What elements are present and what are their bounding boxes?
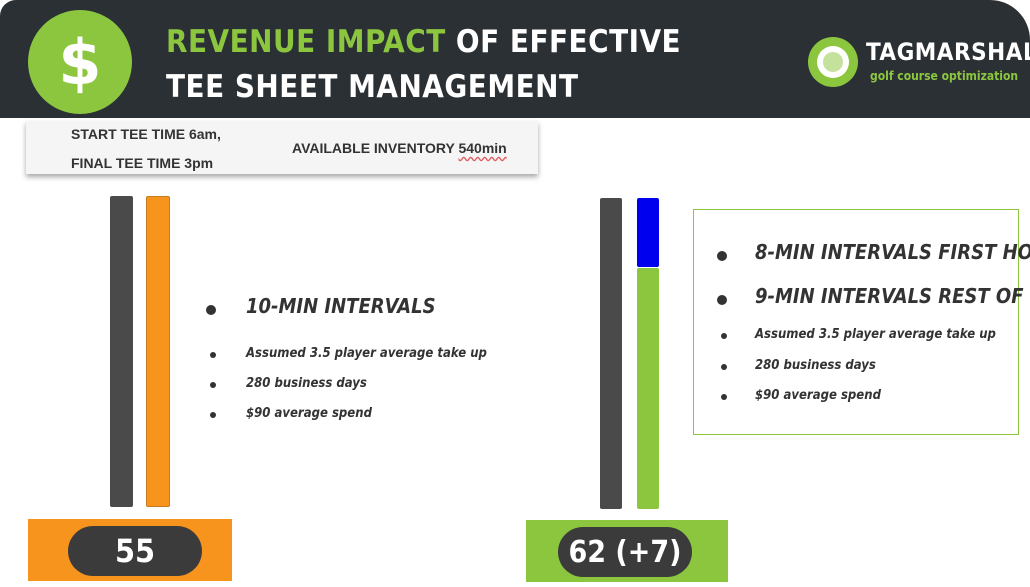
tee-time-info-box: START TEE TIME 6am, FINAL TEE TIME 3pm A…: [26, 121, 538, 174]
title-line-1: REVENUE IMPACT OF EFFECTIVE: [166, 20, 681, 65]
right-result-pill: 62 (+7): [558, 527, 692, 577]
dollar-glyph: $: [58, 25, 102, 99]
start-tee-time: START TEE TIME 6am,: [71, 126, 221, 142]
sub-bullet: Assumed 3.5 player average take up: [721, 327, 996, 342]
main-bullet: 9-MIN INTERVALS REST OF DAY: [717, 284, 1030, 308]
tagmarshal-logo-icon: [808, 37, 858, 87]
booked-bar-left: [146, 196, 170, 507]
title-line-2: TEE SHEET MANAGEMENT: [166, 69, 579, 105]
left-result-box: 55: [28, 519, 232, 581]
main-bullet: 8-MIN INTERVALS FIRST HOUR: [717, 240, 1030, 264]
sub-bullet: Assumed 3.5 player average take up: [210, 346, 487, 361]
booked-bar-right: [637, 268, 659, 509]
sub-bullet: $90 average spend: [721, 388, 881, 403]
sub-bullet: 280 business days: [721, 358, 876, 373]
title-accent: REVENUE IMPACT: [166, 24, 446, 60]
right-scenario-box: [693, 209, 1019, 435]
sub-bullet: $90 average spend: [210, 406, 372, 421]
final-tee-time: FINAL TEE TIME 3pm: [71, 155, 214, 171]
available-inventory: AVAILABLE INVENTORY 540min: [292, 140, 507, 156]
right-result-box: 62 (+7): [526, 520, 728, 582]
capacity-bar-left: [110, 196, 133, 507]
title-rest: OF EFFECTIVE: [445, 24, 682, 60]
inventory-value: 540min: [458, 140, 507, 156]
right-result-value: 62 (+7): [568, 534, 682, 570]
dollar-sign-icon: $: [28, 10, 132, 114]
left-result-value: 55: [114, 532, 156, 570]
header-banner: $ REVENUE IMPACT OF EFFECTIVE TEE SHEET …: [0, 0, 1030, 118]
brand-name: TAGMARSHAL®: [866, 38, 1030, 66]
extra-bar-right: [637, 198, 659, 267]
page-title: REVENUE IMPACT OF EFFECTIVE TEE SHEET MA…: [166, 20, 681, 110]
left-result-pill: 55: [68, 526, 202, 576]
sub-bullet: 280 business days: [210, 376, 367, 391]
capacity-bar-right: [600, 198, 622, 509]
main-bullet: 10-MIN INTERVALS: [206, 294, 436, 318]
brand-tagline: golf course optimization: [870, 69, 1019, 83]
